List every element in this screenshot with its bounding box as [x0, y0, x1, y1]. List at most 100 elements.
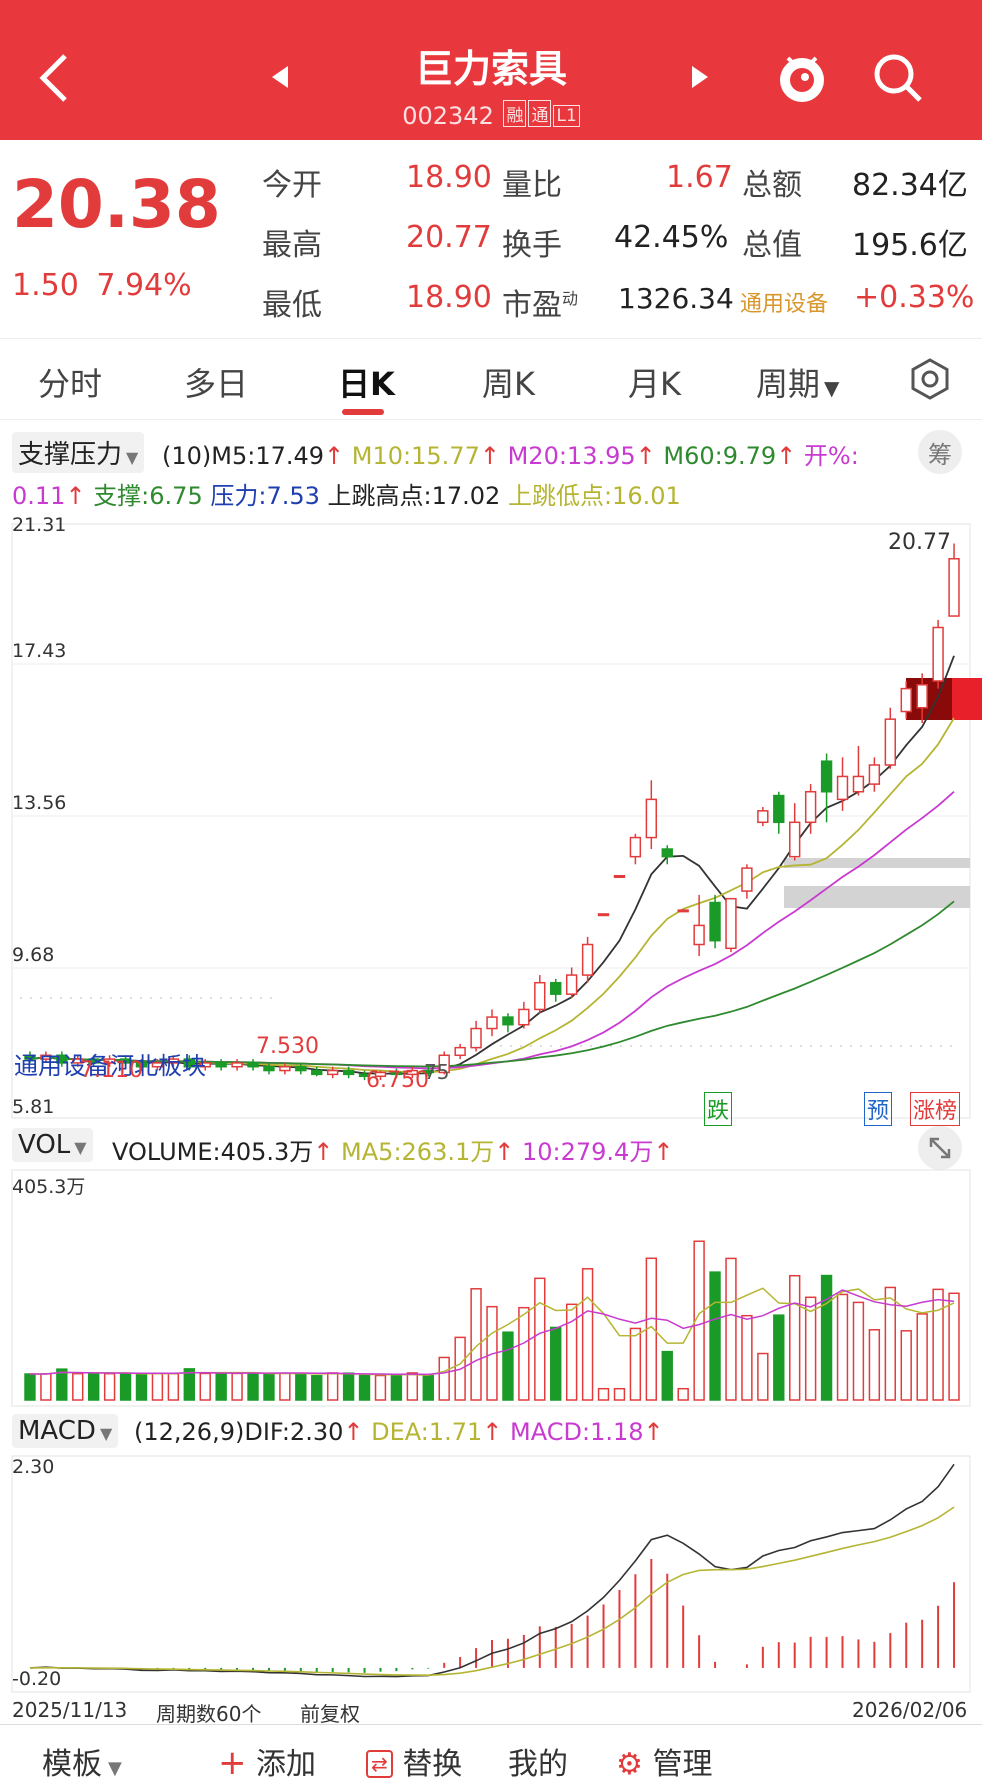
change-percent: 7.94% — [96, 268, 192, 303]
candle-body — [836, 775, 849, 801]
sector-note[interactable]: 通用设备河北板块 — [14, 1052, 206, 1080]
volume-bar — [374, 1374, 387, 1401]
candle-body — [390, 1071, 403, 1076]
macd-indicator-select[interactable]: MACD ▼ — [12, 1414, 119, 1448]
active-tab-indicator — [342, 409, 384, 415]
tag-level: L1 — [553, 105, 580, 127]
candle-body — [40, 1054, 52, 1060]
expand-icon[interactable] — [918, 1126, 962, 1170]
low-label-2: 7.530 — [256, 1034, 319, 1059]
start-date: 2025/11/13 — [12, 1698, 128, 1722]
price-change: 1.50 7.94% — [12, 268, 192, 303]
app-header: 巨力索具 002342 融通 L1 — [0, 0, 982, 140]
manage-button[interactable]: ⚙ 管理 — [616, 1747, 713, 1782]
mine-button[interactable]: 我的 — [508, 1747, 568, 1782]
low-value: 18.90 — [406, 280, 492, 315]
volume-bar — [24, 1373, 36, 1401]
volume-bar — [613, 1387, 626, 1401]
tab-monthly-k[interactable]: 月K — [628, 365, 681, 403]
volume-bar — [550, 1326, 562, 1401]
tag-margin: 融 — [503, 100, 527, 127]
volume-bar — [263, 1372, 275, 1401]
volume-bar — [661, 1350, 673, 1401]
high-value: 20.77 — [406, 220, 492, 255]
search-icon[interactable] — [868, 48, 928, 108]
candle-body — [709, 901, 721, 942]
volume-bar — [948, 1292, 960, 1401]
kline-chart[interactable] — [0, 510, 982, 1120]
m20-value: M20:13.95 — [507, 442, 636, 470]
volume-bar — [789, 1274, 801, 1401]
volume-bar — [709, 1271, 721, 1401]
volume-bar — [183, 1368, 195, 1401]
macd-y-bottom: -0.20 — [12, 1668, 62, 1690]
candle-body — [183, 1058, 195, 1068]
candle-body — [534, 981, 546, 1011]
macd-params: (12,26,9) — [134, 1418, 245, 1446]
mktcap-label: 总值 — [742, 228, 802, 263]
settings-icon[interactable] — [904, 353, 956, 405]
period-count: 周期数60个 — [156, 1702, 262, 1726]
volume-bar — [518, 1306, 530, 1401]
candle-body — [629, 836, 642, 858]
tab-daily-k[interactable]: 日K — [338, 365, 395, 403]
volume-ma-lines — [29, 1287, 955, 1376]
candle-body — [215, 1062, 227, 1068]
candle-body — [502, 1016, 514, 1026]
mascot-icon[interactable] — [772, 46, 832, 108]
candle-body — [757, 810, 769, 824]
candle-body — [263, 1065, 275, 1072]
stock-code-line: 002342 融通 L1 — [0, 100, 982, 130]
replace-button[interactable]: ⇄ 替换 — [366, 1739, 462, 1783]
high-marker: 20.77 — [888, 530, 951, 555]
volume-bar — [247, 1372, 259, 1401]
tag-connect: 通 — [528, 100, 552, 127]
tab-intraday[interactable]: 分时 — [38, 365, 103, 403]
volume-bar — [581, 1268, 594, 1401]
volume-bar — [597, 1387, 610, 1401]
template-button[interactable]: 模板 ▼ — [42, 1747, 122, 1782]
candle-body — [820, 760, 833, 793]
tag-drop[interactable]: 跌 — [704, 1092, 733, 1126]
volume-bar — [836, 1293, 849, 1401]
candle-body — [773, 794, 785, 824]
candle-body — [613, 875, 626, 879]
tag-forecast[interactable]: 预 — [864, 1092, 893, 1126]
volume-indicator-select[interactable]: VOL ▼ — [12, 1128, 93, 1162]
candle-body — [311, 1069, 323, 1076]
tab-weekly-k[interactable]: 周K — [482, 365, 535, 403]
prev-stock-icon[interactable] — [266, 62, 296, 92]
chip-button[interactable]: 筹 — [918, 430, 962, 474]
pressure-value: 压力:7.53 — [210, 482, 320, 510]
pe-sup: 动 — [562, 289, 579, 308]
volume-bar — [72, 1372, 84, 1401]
candle-body — [884, 718, 896, 766]
change-amount: 1.50 — [12, 268, 79, 303]
support-value: 支撑:6.75 — [93, 482, 203, 510]
back-icon[interactable] — [24, 48, 84, 108]
sector-link[interactable]: 通用设备 — [740, 292, 829, 317]
current-price: 20.38 — [12, 166, 221, 243]
candle-body — [72, 1058, 84, 1064]
candle-body — [518, 1008, 530, 1026]
volume-bar — [231, 1372, 243, 1401]
next-stock-icon[interactable] — [684, 62, 714, 92]
volume-chart[interactable] — [0, 1168, 982, 1408]
chevron-down-icon: ▼ — [74, 1138, 87, 1157]
tag-gainers[interactable]: 涨榜 — [910, 1092, 961, 1126]
tab-multiday[interactable]: 多日 — [184, 365, 249, 403]
macd-values: (12,26,9)DIF:2.30↑ DEA:1.71↑ MACD:1.18↑ — [134, 1418, 664, 1446]
volume-bar — [199, 1372, 211, 1401]
volume-bar — [820, 1274, 833, 1401]
candle-body — [247, 1062, 259, 1068]
macd-chart[interactable] — [0, 1454, 982, 1694]
tab-period[interactable]: 周期 ▼ — [756, 365, 840, 403]
volume-bar — [804, 1296, 817, 1401]
volume-ma5: MA5:263.1万 — [341, 1138, 495, 1166]
swap-icon: ⇄ — [366, 1750, 393, 1778]
add-button[interactable]: + 添加 — [218, 1743, 317, 1783]
chevron-down-icon: ▼ — [108, 1758, 122, 1779]
high-label: 最高 — [262, 228, 322, 263]
volume-bar — [103, 1372, 116, 1401]
kline-indicator-select[interactable]: 支撑压力 ▼ — [12, 432, 145, 473]
